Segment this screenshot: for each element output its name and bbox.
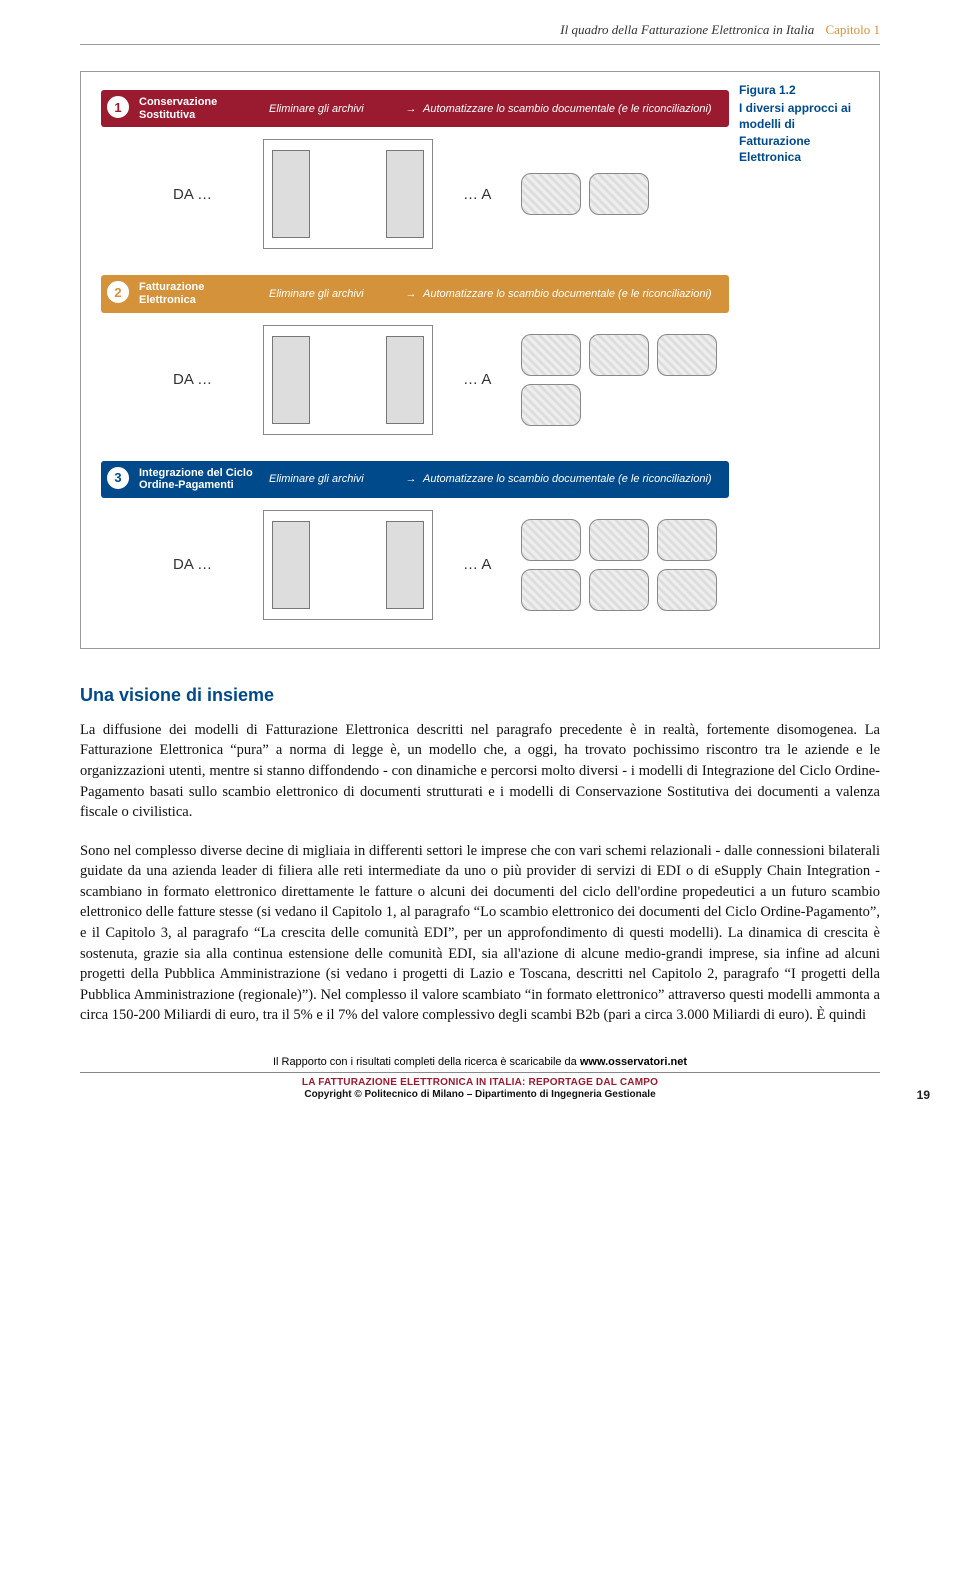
approach-1: 1 Conservazione Sostitutiva Eliminare gl…: [101, 90, 729, 255]
archive-illustration: [263, 510, 433, 620]
archive-illustration: [263, 325, 433, 435]
arrow-icon: →: [399, 288, 423, 300]
result-illustration: [521, 139, 719, 249]
figure-1-2: Figura 1.2 I diversi approcci ai modelli…: [80, 71, 880, 649]
approach-1-illustration: DA … … A: [101, 127, 729, 255]
approach-1-title: Conservazione Sostitutiva: [139, 96, 269, 121]
doc-icon: [589, 569, 649, 611]
approach-3-eliminate: Eliminare gli archivi: [269, 473, 399, 485]
doc-icon: [521, 519, 581, 561]
body-paragraph-1: La diffusione dei modelli di Fatturazion…: [80, 720, 880, 823]
figure-number: Figura 1.2: [739, 82, 869, 98]
running-header-title: Il quadro della Fatturazione Elettronica…: [560, 22, 814, 37]
doc-icon: [657, 569, 717, 611]
approach-2-number: 2: [105, 279, 131, 305]
label-da: DA …: [173, 556, 233, 573]
footer-download-line: Il Rapporto con i risultati completi del…: [80, 1056, 880, 1073]
result-illustration: [521, 510, 719, 620]
label-da: DA …: [173, 371, 233, 388]
approach-3-illustration: DA … … A: [101, 498, 729, 626]
arrow-icon: →: [399, 473, 423, 485]
label-a: … A: [463, 371, 491, 388]
chapter-label: Capitolo 1: [825, 22, 880, 37]
label-a: … A: [463, 556, 491, 573]
approach-3-title: Integrazione del Ciclo Ordine-Pagamenti: [139, 467, 269, 492]
footer-report-title: LA FATTURAZIONE ELETTRONICA IN ITALIA: R…: [80, 1077, 880, 1088]
approach-1-automate: Automatizzare lo scambio documentale (e …: [423, 103, 729, 115]
body-paragraph-2: Sono nel complesso diverse decine di mig…: [80, 841, 880, 1026]
approach-3-header: 3 Integrazione del Ciclo Ordine-Pagament…: [101, 461, 729, 498]
page-footer: Il Rapporto con i risultati completi del…: [80, 1056, 880, 1100]
doc-icon: [521, 569, 581, 611]
figure-caption: Figura 1.2 I diversi approcci ai modelli…: [739, 82, 869, 165]
section-heading: Una visione di insieme: [80, 685, 880, 706]
approach-1-header: 1 Conservazione Sostitutiva Eliminare gl…: [101, 90, 729, 127]
doc-icon: [521, 384, 581, 426]
approach-2: 2 Fatturazione Elettronica Eliminare gli…: [101, 275, 729, 440]
approach-3-automate: Automatizzare lo scambio documentale (e …: [423, 473, 729, 485]
doc-icon: [589, 519, 649, 561]
result-illustration: [521, 325, 719, 435]
footer-download-url: www.osservatori.net: [580, 1056, 687, 1068]
doc-icon: [589, 173, 649, 215]
approach-2-header: 2 Fatturazione Elettronica Eliminare gli…: [101, 275, 729, 312]
approach-2-title: Fatturazione Elettronica: [139, 281, 269, 306]
approach-3: 3 Integrazione del Ciclo Ordine-Pagament…: [101, 461, 729, 626]
archive-illustration: [263, 139, 433, 249]
approach-1-number: 1: [105, 94, 131, 120]
footer-copyright: Copyright © Politecnico di Milano – Dipa…: [80, 1089, 880, 1100]
running-header: Il quadro della Fatturazione Elettronica…: [80, 0, 880, 45]
approach-2-illustration: DA … … A: [101, 313, 729, 441]
approach-3-number: 3: [105, 465, 131, 491]
figure-title: I diversi approcci ai modelli di Fattura…: [739, 100, 869, 165]
approach-2-automate: Automatizzare lo scambio documentale (e …: [423, 288, 729, 300]
doc-icon: [657, 519, 717, 561]
doc-icon: [521, 173, 581, 215]
doc-icon: [589, 334, 649, 376]
approach-2-eliminate: Eliminare gli archivi: [269, 288, 399, 300]
arrow-icon: →: [399, 103, 423, 115]
label-a: … A: [463, 186, 491, 203]
label-da: DA …: [173, 186, 233, 203]
footer-download-text: Il Rapporto con i risultati completi del…: [273, 1056, 580, 1068]
doc-icon: [657, 334, 717, 376]
approach-1-eliminate: Eliminare gli archivi: [269, 103, 399, 115]
doc-icon: [521, 334, 581, 376]
page-number: 19: [917, 1088, 930, 1102]
